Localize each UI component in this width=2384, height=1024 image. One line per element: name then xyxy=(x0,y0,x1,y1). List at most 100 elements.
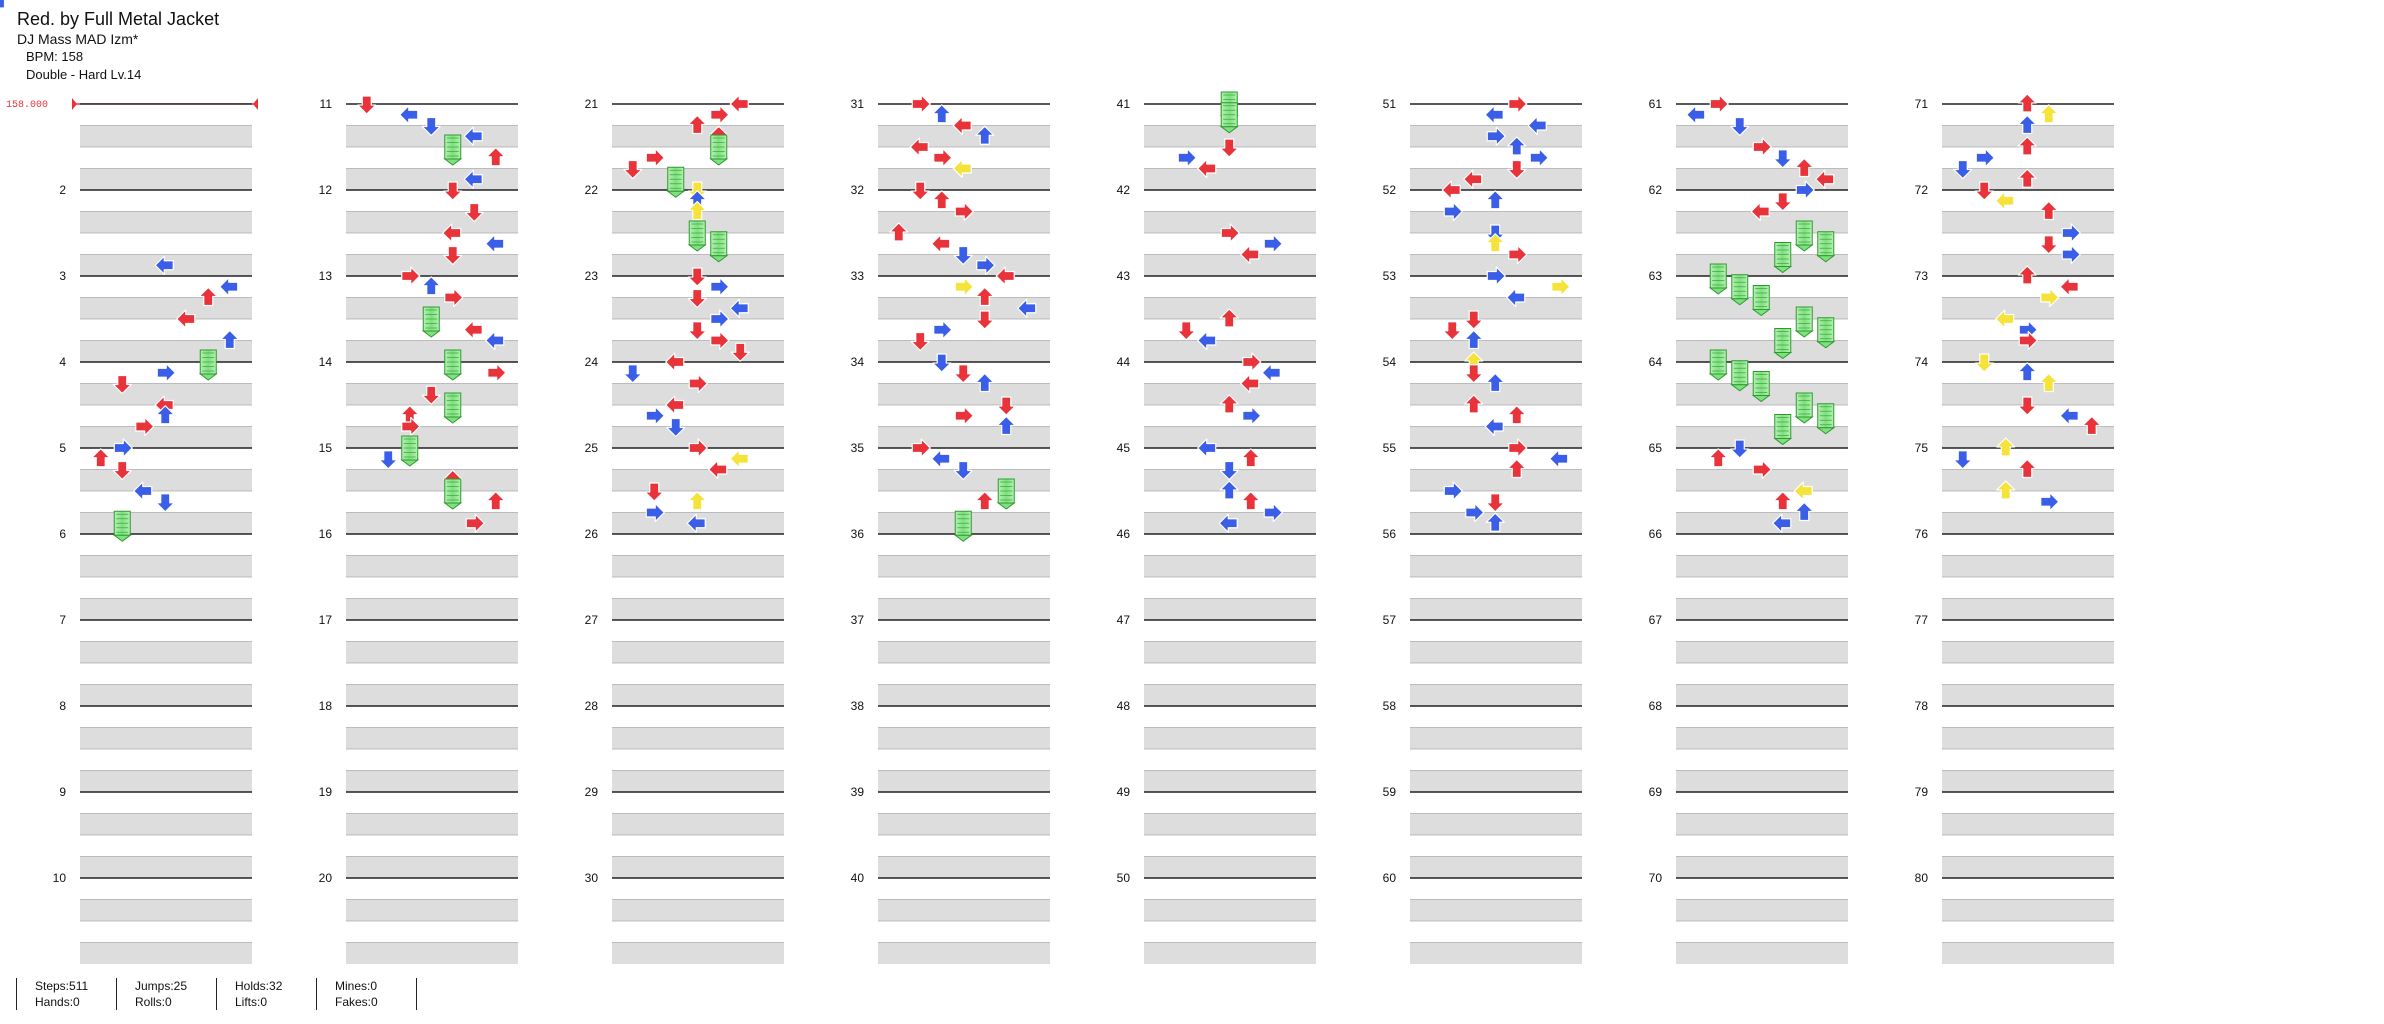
measure-number: 55 xyxy=(1383,441,1397,455)
step-arrow xyxy=(219,277,239,297)
beat-band xyxy=(612,878,784,900)
measure-number: 76 xyxy=(1915,527,1929,541)
beat-band xyxy=(1144,297,1316,319)
step-arrow xyxy=(1549,449,1569,469)
beat-band xyxy=(878,555,1050,577)
step-arrow xyxy=(1996,480,2016,500)
chart-header: Red. by Full Metal Jacket DJ Mass MAD Iz… xyxy=(17,8,219,84)
beat-band xyxy=(878,620,1050,642)
step-arrow xyxy=(486,491,506,511)
beat-band xyxy=(878,383,1050,405)
beat-band xyxy=(346,211,518,233)
step-arrow xyxy=(687,267,707,287)
step-arrow xyxy=(155,405,175,425)
beat-band xyxy=(1942,190,2114,212)
measure-number: 74 xyxy=(1915,355,1929,369)
step-arrow xyxy=(463,126,483,146)
step-arrow xyxy=(623,159,643,180)
measure-number: 37 xyxy=(851,613,865,627)
step-arrow xyxy=(176,309,196,329)
step-arrow xyxy=(486,147,506,167)
beat-band xyxy=(346,555,518,577)
beat-band xyxy=(878,749,1050,771)
step-arrow xyxy=(1241,448,1261,468)
beat-band xyxy=(1144,340,1316,362)
beat-band xyxy=(1144,190,1316,212)
hold-note xyxy=(1751,285,1771,317)
measure-number: 13 xyxy=(319,269,333,283)
beat-band xyxy=(612,534,784,556)
beat-band xyxy=(1942,512,2114,534)
beat-band xyxy=(1676,534,1848,556)
step-arrow xyxy=(2040,492,2060,512)
beat-band xyxy=(80,104,252,126)
beat-band xyxy=(1410,684,1582,706)
step-arrow xyxy=(1507,159,1527,180)
beat-band xyxy=(80,598,252,620)
step-arrow xyxy=(1240,244,1260,265)
step-arrow xyxy=(1219,138,1239,158)
step-arrow xyxy=(975,491,995,511)
measure-number: 43 xyxy=(1117,269,1131,283)
step-arrow xyxy=(889,222,909,242)
beat-band xyxy=(878,878,1050,900)
measure-number: 29 xyxy=(585,785,599,799)
beat-band xyxy=(80,512,252,534)
step-arrow xyxy=(464,202,484,223)
beat-band xyxy=(1144,383,1316,405)
step-arrow xyxy=(1464,310,1484,330)
beat-band xyxy=(612,448,784,470)
measure-number: 3 xyxy=(59,269,66,283)
step-arrow xyxy=(154,255,174,275)
chart-column xyxy=(612,103,784,964)
beat-band xyxy=(1676,598,1848,620)
step-arrow xyxy=(1219,394,1239,414)
measure-number: 34 xyxy=(851,355,865,369)
measure-number: 7 xyxy=(59,613,66,627)
beat-band xyxy=(80,856,252,878)
beat-band xyxy=(878,684,1050,706)
step-arrow xyxy=(112,374,132,395)
beat-band xyxy=(346,856,518,878)
step-arrow xyxy=(2017,168,2037,188)
step-arrow xyxy=(953,364,973,384)
step-arrow xyxy=(1261,363,1281,383)
beat-band xyxy=(1144,577,1316,599)
beat-band xyxy=(1676,663,1848,685)
measure-number: 68 xyxy=(1649,699,1663,713)
beat-band xyxy=(346,835,518,857)
step-arrow xyxy=(1485,190,1505,210)
step-arrow xyxy=(975,286,995,307)
beat-band xyxy=(1144,921,1316,943)
measure-number: 19 xyxy=(319,785,333,799)
measure-number: 42 xyxy=(1117,183,1131,197)
step-arrow xyxy=(1485,512,1505,532)
beat-band xyxy=(1942,663,2114,685)
step-arrow xyxy=(401,416,421,437)
stat-holds: Holds:32 xyxy=(235,979,283,993)
measure-number: 78 xyxy=(1915,699,1929,713)
beat-band xyxy=(80,663,252,685)
beat-band xyxy=(1676,942,1848,964)
step-arrow xyxy=(220,329,240,350)
beat-band xyxy=(1144,405,1316,427)
beat-band xyxy=(1144,168,1316,190)
hold-note xyxy=(1794,392,1814,424)
beat-band xyxy=(346,749,518,771)
step-arrow xyxy=(1953,450,1973,470)
measure-number: 27 xyxy=(585,613,599,627)
measure-number: 40 xyxy=(851,871,865,885)
stat-rolls: Rolls:0 xyxy=(135,995,172,1009)
measure-number: 33 xyxy=(851,269,865,283)
beat-band xyxy=(80,125,252,147)
step-arrow xyxy=(1485,233,1505,253)
beat-band xyxy=(878,598,1050,620)
measure-number: 64 xyxy=(1649,355,1663,369)
beat-band xyxy=(1676,512,1848,534)
beat-band xyxy=(80,835,252,857)
beat-band xyxy=(878,921,1050,943)
step-arrow xyxy=(401,266,421,286)
beat-band xyxy=(1942,426,2114,448)
step-arrow xyxy=(1176,321,1196,341)
step-arrow xyxy=(996,396,1016,416)
